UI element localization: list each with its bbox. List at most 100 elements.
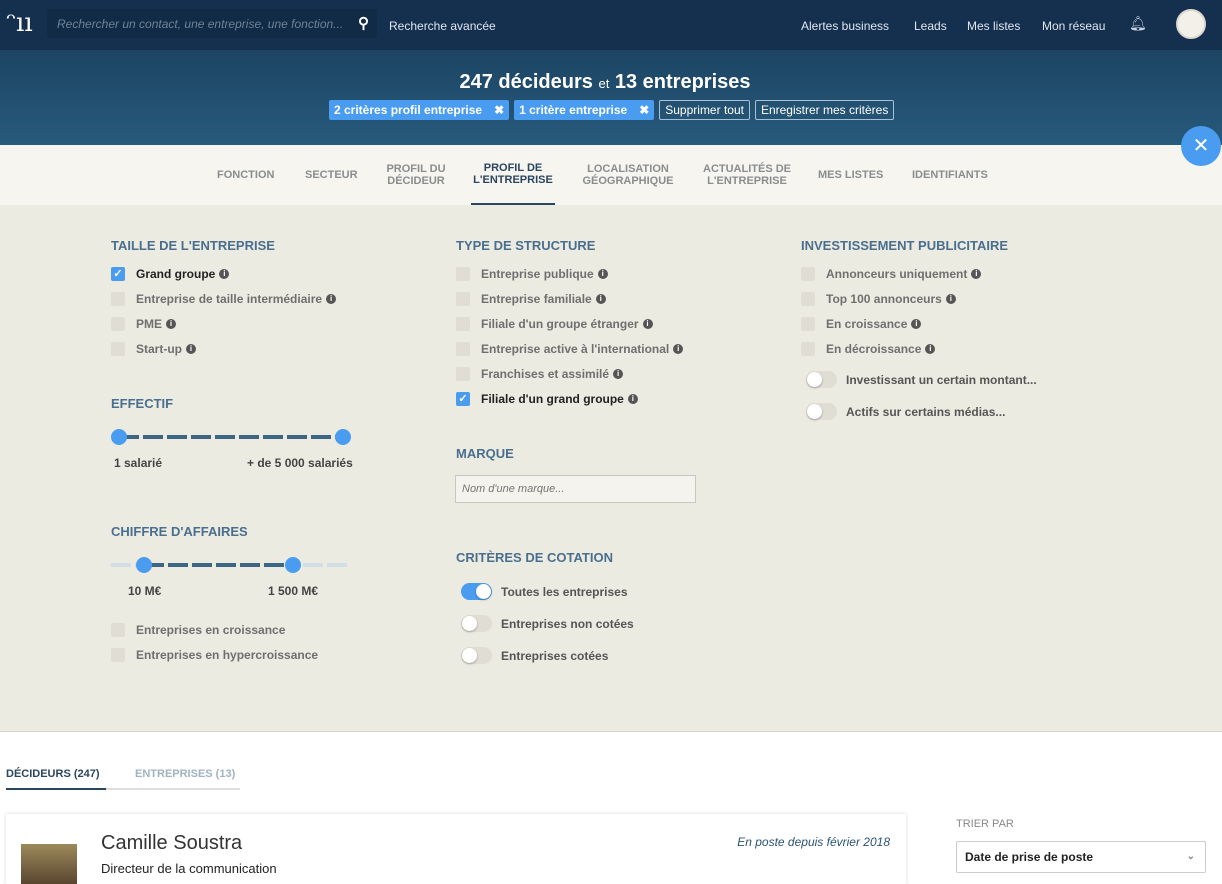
nav-alertes[interactable]: Alertes business bbox=[801, 19, 890, 33]
label: Filiale d'un grand groupe bbox=[481, 392, 624, 406]
section-title: INVESTISSEMENT PUBLICITAIRE bbox=[801, 238, 1009, 253]
nav-mon-reseau[interactable]: Mon réseau bbox=[1042, 19, 1106, 33]
section-title: TYPE DE STRUCTURE bbox=[456, 238, 596, 253]
search-placeholder: Rechercher un contact, une entreprise, u… bbox=[57, 17, 344, 31]
slider-handle-max[interactable] bbox=[285, 557, 301, 573]
ca-slider[interactable] bbox=[111, 557, 351, 573]
label: En décroissance bbox=[826, 342, 922, 356]
toggle-cotees[interactable]: Entreprises cotées bbox=[461, 647, 608, 664]
search-input[interactable]: Rechercher un contact, une entreprise, u… bbox=[47, 9, 377, 38]
result-count: 247 décideurs et 13 entreprises bbox=[0, 71, 1210, 94]
tab-fonction[interactable]: FONCTION bbox=[217, 169, 275, 181]
checkbox-grand-groupe[interactable]: ✓ Grand groupe i bbox=[111, 267, 230, 281]
checkbox-structure[interactable]: ✓ Filiale d'un grand groupe i bbox=[456, 392, 638, 406]
info-icon[interactable]: i bbox=[945, 294, 956, 304]
remove-icon[interactable]: ✖ bbox=[639, 103, 650, 117]
ca-max: 1 500 M€ bbox=[268, 584, 319, 598]
nav-mes-listes[interactable]: Mes listes bbox=[967, 19, 1021, 33]
toggle-montant[interactable]: Investissant un certain montant... bbox=[806, 371, 1037, 388]
logo[interactable]: ᵔıı bbox=[6, 8, 33, 38]
remove-icon[interactable]: ✖ bbox=[494, 103, 505, 117]
info-icon[interactable]: i bbox=[595, 294, 606, 304]
slider-handle-max[interactable] bbox=[335, 429, 351, 445]
label: Investissant un certain montant... bbox=[846, 372, 1037, 387]
filter-panel: TAILLE DE L'ENTREPRISE ✓ Grand groupe i En… bbox=[0, 205, 1222, 732]
checkbox-pub[interactable]: En croissance i bbox=[801, 317, 922, 331]
checkbox-structure[interactable]: Franchises et assimilé i bbox=[456, 367, 624, 381]
check-icon: ✓ bbox=[456, 392, 470, 406]
checkbox-startup[interactable]: Start-up i bbox=[111, 342, 196, 356]
checkbox-croissance[interactable]: Entreprises en croissance bbox=[111, 623, 285, 637]
tab-identifiants[interactable]: IDENTIFIANTS bbox=[912, 169, 988, 181]
brand-input[interactable] bbox=[455, 475, 696, 503]
checkbox-pub[interactable]: En décroissance i bbox=[801, 342, 936, 356]
toggle-medias[interactable]: Actifs sur certains médias... bbox=[806, 403, 1005, 420]
info-icon[interactable]: i bbox=[166, 319, 177, 329]
tab-profil-entreprise[interactable]: PROFIL DE L'ENTREPRISE bbox=[471, 145, 555, 205]
label: Entreprises non cotées bbox=[501, 616, 634, 631]
tab-localisation[interactable]: LOCALISATION GÉOGRAPHIQUE bbox=[582, 163, 674, 187]
label: Actifs sur certains médias... bbox=[846, 404, 1006, 419]
section-title: MARQUE bbox=[456, 446, 514, 461]
info-icon[interactable]: i bbox=[627, 394, 638, 404]
info-icon[interactable]: i bbox=[971, 269, 982, 279]
checkbox-pub[interactable]: Annonceurs uniquement i bbox=[801, 267, 982, 281]
checkbox-structure[interactable]: Filiale d'un groupe étranger i bbox=[456, 317, 653, 331]
tab-mes-listes[interactable]: MES LISTES bbox=[818, 169, 884, 181]
info-icon[interactable]: i bbox=[673, 344, 684, 354]
checkbox-eti[interactable]: Entreprise de taille intermédiaire i bbox=[111, 292, 337, 306]
user-avatar[interactable] bbox=[1176, 9, 1206, 39]
advanced-search-link[interactable]: Recherche avancée bbox=[389, 19, 496, 33]
results-banner: 247 décideurs et 13 entreprises 2 critèr… bbox=[0, 50, 1222, 145]
label: Entreprises cotées bbox=[501, 648, 609, 663]
chip-label: 2 critères profil entreprise bbox=[334, 103, 483, 117]
toggle-non-cotees[interactable]: Entreprises non cotées bbox=[461, 615, 634, 632]
checkbox-structure[interactable]: Entreprise publique i bbox=[456, 267, 608, 281]
info-icon[interactable]: i bbox=[911, 319, 922, 329]
label: Entreprise de taille intermédiaire bbox=[136, 292, 323, 306]
criteria-chip[interactable]: 2 critères profil entreprise ✖ bbox=[329, 100, 510, 120]
checkbox-pub[interactable]: Top 100 annonceurs i bbox=[801, 292, 956, 306]
section-title: TAILLE DE L'ENTREPRISE bbox=[111, 238, 275, 253]
chip-label: 1 critère entreprise bbox=[519, 103, 628, 117]
sort-select[interactable]: Date de prise de poste ⌄ bbox=[956, 841, 1206, 873]
label: Entreprises en croissance bbox=[136, 623, 286, 637]
checkbox-structure[interactable]: Entreprise familiale i bbox=[456, 292, 606, 306]
position-since: En poste depuis février 2018 bbox=[737, 835, 890, 849]
info-icon[interactable]: i bbox=[642, 319, 653, 329]
info-icon[interactable]: i bbox=[925, 344, 936, 354]
checkbox-pme[interactable]: PME i bbox=[111, 317, 177, 331]
contact-name[interactable]: Camille Soustra bbox=[101, 832, 243, 854]
tab-actualites[interactable]: ACTUALITÉS DE L'ENTREPRISE bbox=[703, 163, 791, 187]
profile-photo bbox=[21, 844, 77, 884]
result-card[interactable]: Camille Soustra Directeur de la communic… bbox=[6, 814, 906, 884]
info-icon[interactable]: i bbox=[219, 269, 230, 279]
tab-entreprises[interactable]: ENTREPRISES (13) bbox=[106, 768, 240, 790]
ca-min: 10 M€ bbox=[128, 584, 162, 598]
info-icon[interactable]: i bbox=[597, 269, 608, 279]
tab-decideurs[interactable]: DÉCIDEURS (247) bbox=[6, 768, 106, 790]
toggle-toutes[interactable]: Toutes les entreprises bbox=[461, 583, 628, 600]
info-icon[interactable]: i bbox=[186, 344, 196, 354]
sort-label: TRIER PAR bbox=[956, 818, 1014, 830]
slider-handle-min[interactable] bbox=[136, 557, 152, 573]
remove-all-button[interactable]: Supprimer tout bbox=[659, 100, 750, 120]
et: et bbox=[598, 76, 610, 91]
checkbox-hypercroissance[interactable]: Entreprises en hypercroissance bbox=[111, 648, 318, 662]
tab-secteur[interactable]: SECTEUR bbox=[305, 169, 358, 181]
info-icon[interactable]: i bbox=[326, 294, 337, 304]
nav-leads[interactable]: Leads bbox=[914, 19, 947, 33]
label: Filiale d'un groupe étranger bbox=[481, 317, 639, 331]
close-icon[interactable]: ✕ bbox=[1181, 126, 1221, 166]
decideurs-count: 247 décideurs bbox=[459, 71, 593, 93]
tab-profil-decideur[interactable]: PROFIL DU DÉCIDEUR bbox=[386, 163, 446, 187]
criteria-chip[interactable]: 1 critère entreprise ✖ bbox=[514, 100, 655, 120]
info-icon[interactable]: i bbox=[613, 369, 624, 379]
save-criteria-button[interactable]: Enregistrer mes critères bbox=[754, 100, 895, 120]
chevron-down-icon: ⌄ bbox=[1186, 851, 1195, 862]
slider-handle-min[interactable] bbox=[111, 429, 127, 445]
checkbox-structure[interactable]: Entreprise active à l'international i bbox=[456, 342, 684, 356]
bell-icon[interactable]: 🔔︎ bbox=[1129, 15, 1147, 31]
effectif-slider[interactable] bbox=[111, 429, 351, 445]
search-icon[interactable]: ⚲ bbox=[358, 15, 369, 32]
